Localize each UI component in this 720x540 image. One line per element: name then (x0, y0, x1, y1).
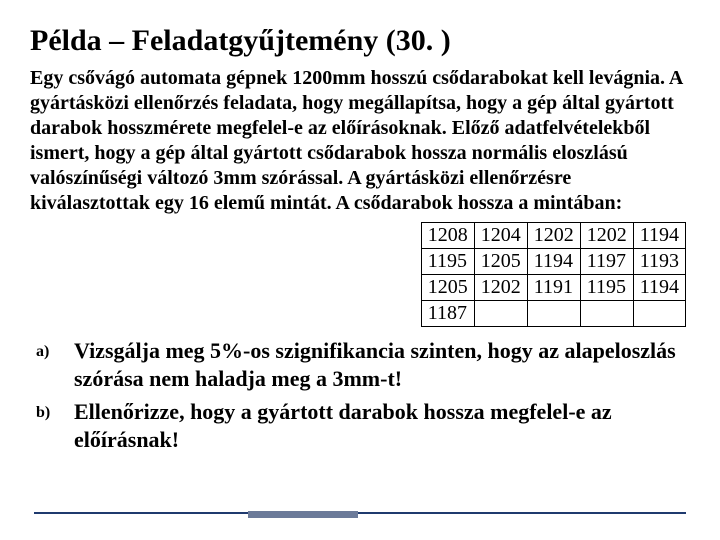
table-cell: 1194 (633, 275, 685, 301)
table-cell: 1205 (421, 275, 474, 301)
table-cell: 1208 (421, 223, 474, 249)
table-cell (474, 301, 527, 327)
question-item: a) Vizsgálja meg 5%-os szignifikancia sz… (30, 337, 690, 392)
question-text: Ellenőrizze, hogy a gyártott darabok hos… (74, 398, 690, 453)
table-cell: 1205 (474, 249, 527, 275)
table-cell: 1193 (633, 249, 685, 275)
table-row: 1187 (421, 301, 685, 327)
table-cell: 1194 (527, 249, 580, 275)
question-marker: a) (30, 337, 74, 361)
table-cell: 1191 (527, 275, 580, 301)
questions-list: a) Vizsgálja meg 5%-os szignifikancia sz… (30, 337, 690, 453)
footer-divider (34, 512, 686, 514)
table-cell: 1202 (527, 223, 580, 249)
question-item: b) Ellenőrizze, hogy a gyártott darabok … (30, 398, 690, 453)
table-cell: 1202 (580, 223, 633, 249)
table-cell: 1195 (580, 275, 633, 301)
table-row: 1208 1204 1202 1202 1194 (421, 223, 685, 249)
table-cell: 1194 (633, 223, 685, 249)
problem-statement: Egy csővágó automata gépnek 1200mm hossz… (30, 66, 690, 216)
table-row: 1195 1205 1194 1197 1193 (421, 249, 685, 275)
table-cell (527, 301, 580, 327)
table-cell (633, 301, 685, 327)
table-cell: 1197 (580, 249, 633, 275)
question-text: Vizsgálja meg 5%-os szignifikancia szint… (74, 337, 690, 392)
sample-data-table: 1208 1204 1202 1202 1194 1195 1205 1194 … (421, 222, 686, 327)
page-title: Példa – Feladatgyűjtemény (30. ) (30, 24, 690, 58)
table-cell: 1202 (474, 275, 527, 301)
table-cell: 1195 (421, 249, 474, 275)
footer-accent (248, 511, 358, 518)
question-marker: b) (30, 398, 74, 422)
sample-table-wrapper: 1208 1204 1202 1202 1194 1195 1205 1194 … (30, 222, 690, 327)
table-cell (580, 301, 633, 327)
table-cell: 1187 (421, 301, 474, 327)
table-row: 1205 1202 1191 1195 1194 (421, 275, 685, 301)
table-cell: 1204 (474, 223, 527, 249)
